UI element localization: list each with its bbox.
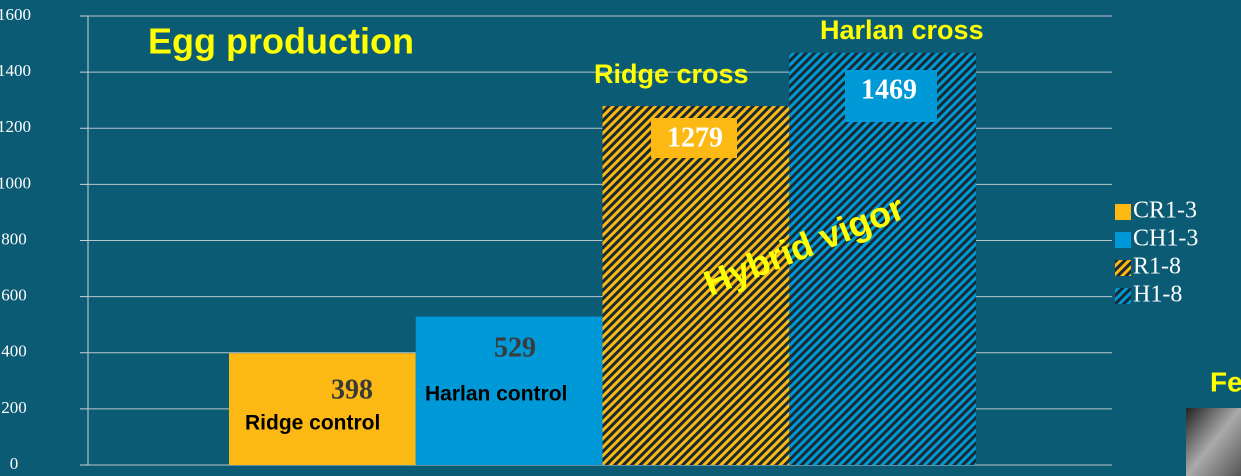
- y-tick-label: 800: [1, 229, 27, 248]
- value-label: 1469: [861, 74, 917, 105]
- annotation: Ridge cross: [594, 59, 749, 89]
- y-tick-label: 0: [10, 454, 19, 473]
- value-label: 398: [331, 374, 373, 405]
- y-tick-label: 400: [1, 342, 27, 361]
- annotation: Harlan control: [425, 383, 567, 406]
- legend-label: CR1-3: [1133, 198, 1197, 224]
- bar: [229, 353, 416, 465]
- legend-swatch: [1115, 204, 1131, 220]
- y-tick-label: 1600: [0, 5, 31, 24]
- annotation: Ridge control: [245, 412, 380, 435]
- legend-swatch: [1115, 232, 1131, 248]
- bar: [603, 106, 790, 465]
- legend-swatch: [1115, 288, 1131, 304]
- photo: [1186, 408, 1241, 476]
- legend-label: CH1-3: [1133, 226, 1198, 252]
- y-tick-label: 200: [1, 398, 27, 417]
- chart: 0 200 400 600 800 1000 1200 1400 1600 398 529 1279 1…: [0, 0, 1241, 476]
- annotation: Harlan cross: [820, 15, 984, 45]
- legend-label: R1-8: [1133, 254, 1181, 280]
- chart-title: Egg production: [148, 21, 414, 62]
- annotation: Fe: [1210, 366, 1241, 397]
- value-label: 1279: [667, 122, 723, 153]
- legend-label: H1-8: [1133, 282, 1182, 308]
- y-tick-label: 1200: [0, 117, 31, 136]
- legend-swatch: [1115, 260, 1131, 276]
- value-label: 529: [494, 332, 536, 363]
- y-tick-label: 1400: [0, 61, 31, 80]
- y-tick-label: 600: [1, 286, 27, 305]
- y-tick-label: 1000: [0, 173, 31, 192]
